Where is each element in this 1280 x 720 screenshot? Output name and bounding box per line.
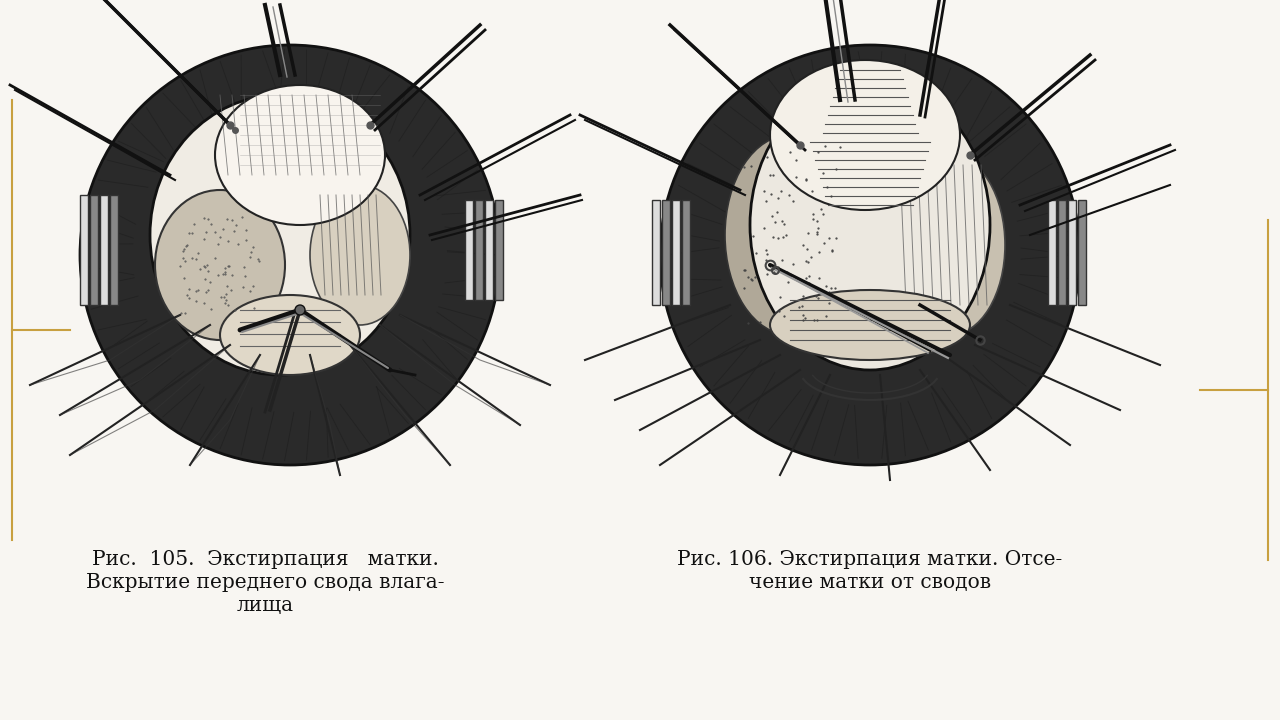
Ellipse shape (220, 295, 360, 375)
Ellipse shape (724, 135, 855, 335)
FancyBboxPatch shape (465, 199, 474, 300)
FancyBboxPatch shape (662, 199, 671, 305)
Ellipse shape (155, 190, 285, 340)
FancyBboxPatch shape (110, 194, 118, 305)
Circle shape (79, 45, 500, 465)
FancyBboxPatch shape (90, 194, 99, 305)
Ellipse shape (310, 185, 410, 325)
FancyBboxPatch shape (100, 194, 109, 305)
Text: Рис.  105.  Экстирпация   матки.: Рис. 105. Экстирпация матки. (92, 550, 439, 569)
Text: лища: лища (237, 596, 293, 615)
Text: чение матки от сводов: чение матки от сводов (749, 573, 991, 592)
FancyBboxPatch shape (485, 199, 493, 300)
Text: Рис. 106. Экстирпация матки. Отсе-: Рис. 106. Экстирпация матки. Отсе- (677, 550, 1062, 569)
Circle shape (660, 45, 1080, 465)
FancyBboxPatch shape (652, 199, 660, 305)
Ellipse shape (150, 95, 410, 375)
FancyBboxPatch shape (1068, 199, 1076, 305)
Text: Вскрытие переднего свода влага-: Вскрытие переднего свода влага- (86, 573, 444, 592)
Ellipse shape (895, 155, 1005, 335)
Ellipse shape (215, 85, 385, 225)
FancyBboxPatch shape (475, 199, 484, 300)
Ellipse shape (771, 60, 960, 210)
FancyBboxPatch shape (672, 199, 680, 305)
FancyBboxPatch shape (682, 199, 690, 305)
FancyBboxPatch shape (494, 199, 503, 300)
Ellipse shape (750, 80, 989, 370)
FancyBboxPatch shape (1048, 199, 1056, 305)
FancyBboxPatch shape (1078, 199, 1087, 305)
FancyBboxPatch shape (1057, 199, 1066, 305)
Circle shape (294, 305, 305, 315)
Ellipse shape (771, 290, 970, 360)
FancyBboxPatch shape (79, 194, 88, 305)
